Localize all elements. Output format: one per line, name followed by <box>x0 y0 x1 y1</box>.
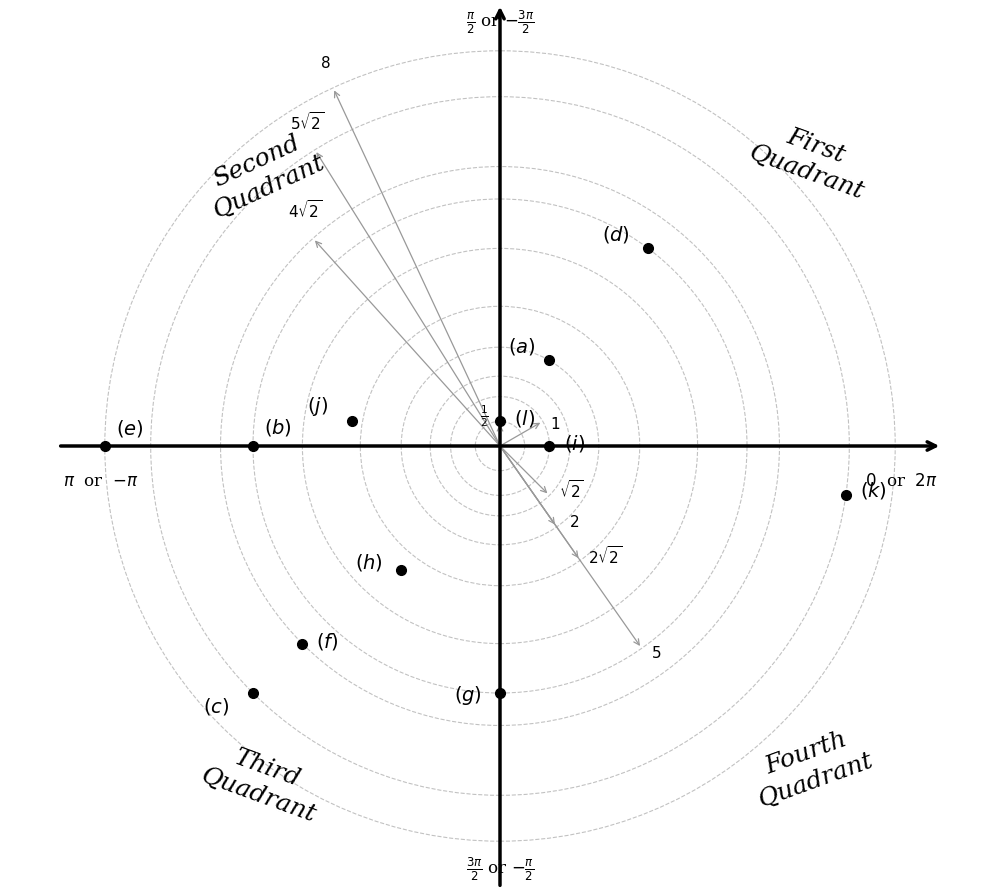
Text: $(e)$: $(e)$ <box>116 418 143 439</box>
Text: $(k)$: $(k)$ <box>860 480 886 501</box>
Text: $0$  or  $2\pi$: $0$ or $2\pi$ <box>865 473 937 491</box>
Text: $(h)$: $(h)$ <box>355 551 383 573</box>
Text: $(l)$: $(l)$ <box>514 409 535 429</box>
Text: $\frac{1}{2}$: $\frac{1}{2}$ <box>480 403 489 429</box>
Text: $(c)$: $(c)$ <box>203 697 229 717</box>
Text: $(j)$: $(j)$ <box>307 395 328 418</box>
Text: First
Quadrant: First Quadrant <box>746 115 877 204</box>
Text: Second
Quadrant: Second Quadrant <box>197 126 328 223</box>
Text: $(f)$: $(f)$ <box>316 631 338 652</box>
Text: $2$: $2$ <box>569 514 579 530</box>
Text: $4\sqrt{2}$: $4\sqrt{2}$ <box>288 199 323 221</box>
Text: Fourth
Quadrant: Fourth Quadrant <box>746 723 877 812</box>
Text: $(d)$: $(d)$ <box>602 224 630 245</box>
Text: $2\sqrt{2}$: $2\sqrt{2}$ <box>588 544 622 566</box>
Text: $(i)$: $(i)$ <box>564 433 585 454</box>
Text: $(b)$: $(b)$ <box>264 417 292 438</box>
Text: $5\sqrt{2}$: $5\sqrt{2}$ <box>290 111 325 133</box>
Text: $(g)$: $(g)$ <box>454 684 482 707</box>
Text: Third
Quadrant: Third Quadrant <box>197 737 328 827</box>
Text: $\pi$  or  $-\pi$: $\pi$ or $-\pi$ <box>63 473 138 491</box>
Text: $\frac{\pi}{2}$ or $-\frac{3\pi}{2}$: $\frac{\pi}{2}$ or $-\frac{3\pi}{2}$ <box>466 9 534 37</box>
Text: $\sqrt{2}$: $\sqrt{2}$ <box>559 480 584 501</box>
Text: $(a)$: $(a)$ <box>508 336 536 357</box>
Text: $\frac{3\pi}{2}$ or $-\frac{\pi}{2}$: $\frac{3\pi}{2}$ or $-\frac{\pi}{2}$ <box>466 855 534 883</box>
Text: $5$: $5$ <box>651 645 662 661</box>
Text: $8$: $8$ <box>320 54 331 70</box>
Text: $1$: $1$ <box>550 416 560 432</box>
